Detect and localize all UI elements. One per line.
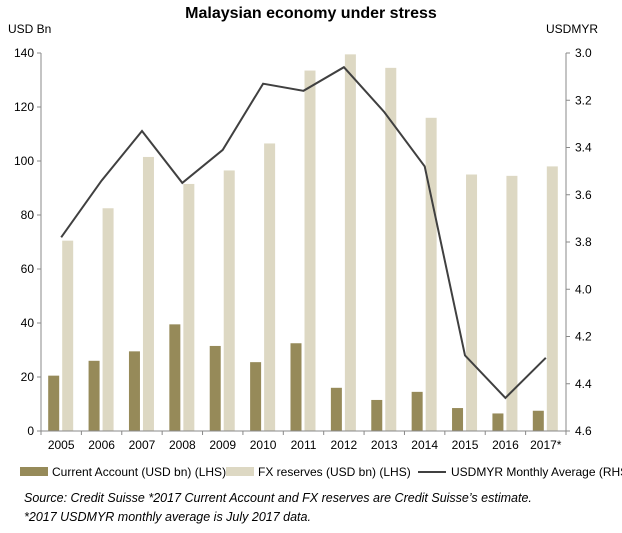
current-account-bar-2009 <box>209 345 221 431</box>
right-tick-label: 3.2 <box>575 93 592 107</box>
current-account-bar-2008 <box>169 324 181 431</box>
current-account-bar-2016 <box>492 413 504 431</box>
legend-label-usdmyr: USDMYR Monthly Average (RHS) <box>451 465 622 479</box>
legend-swatch-fx-reserves <box>226 467 254 476</box>
left-tick-label: 140 <box>14 46 34 60</box>
fx-reserves-bar-2013 <box>385 67 397 431</box>
left-tick-label: 0 <box>27 424 34 438</box>
current-account-bar-2017* <box>532 410 544 431</box>
right-tick-label: 3.8 <box>575 235 592 249</box>
right-tick-label: 4.2 <box>575 330 592 344</box>
left-tick-label: 100 <box>14 154 34 168</box>
current-account-bar-2013 <box>371 399 383 431</box>
right-tick-label: 3.0 <box>575 46 592 60</box>
left-tick-label: 40 <box>21 316 35 330</box>
source-note: Source: Credit Suisse *2017 Current Acco… <box>24 489 532 527</box>
current-account-bar-2011 <box>290 343 302 431</box>
left-tick-label: 20 <box>21 370 35 384</box>
current-account-bar-2014 <box>411 391 423 431</box>
x-tick-label: 2015 <box>452 438 479 452</box>
left-tick-label: 80 <box>21 208 35 222</box>
left-tick-label: 120 <box>14 100 34 114</box>
x-tick-label: 2017* <box>530 438 562 452</box>
x-tick-label: 2016 <box>492 438 519 452</box>
current-account-bar-2006 <box>88 360 100 431</box>
fx-reserves-bar-2007 <box>142 156 154 431</box>
fx-reserves-bar-2015 <box>466 174 478 431</box>
fx-reserves-bar-2009 <box>223 170 235 431</box>
chart-title: Malaysian economy under stress <box>185 5 437 22</box>
usdmyr-line <box>60 65 547 400</box>
fx-reserves-bar-2014 <box>425 117 437 432</box>
current-account-bar-2010 <box>250 362 262 431</box>
fx-reserves-bar-2008 <box>183 183 195 431</box>
fx-reserves-bar-2017* <box>546 166 558 431</box>
x-tick-label: 2013 <box>371 438 398 452</box>
right-tick-label: 4.0 <box>575 282 592 296</box>
right-tick-label: 3.6 <box>575 188 592 202</box>
current-account-bar-2007 <box>128 351 140 431</box>
source-line-1: Source: Credit Suisse *2017 Current Acco… <box>24 491 532 505</box>
right-axis-title: USDMYR <box>546 22 598 36</box>
fx-reserves-bar-2012 <box>344 54 356 431</box>
fx-reserves-bar-2006 <box>102 208 114 431</box>
x-tick-label: 2007 <box>129 438 156 452</box>
fx-reserves-bar-2010 <box>264 143 276 431</box>
fx-reserves-bar-2005 <box>62 240 74 431</box>
x-tick-label: 2012 <box>331 438 358 452</box>
legend-label-fx-reserves: FX reserves (USD bn) (LHS) <box>258 465 411 479</box>
current-account-bar-2015 <box>452 408 464 431</box>
legend-swatch-current-account <box>20 467 48 476</box>
right-tick-label: 4.6 <box>575 424 592 438</box>
right-tick-label: 3.4 <box>575 141 592 155</box>
left-axis-title: USD Bn <box>8 22 51 36</box>
x-tick-label: 2006 <box>88 438 115 452</box>
x-tick-label: 2010 <box>250 438 277 452</box>
source-line-2: *2017 USDMYR monthly average is July 201… <box>24 510 311 524</box>
x-tick-label: 2009 <box>209 438 236 452</box>
left-tick-label: 60 <box>21 262 35 276</box>
fx-reserves-bar-2011 <box>304 70 316 432</box>
x-tick-label: 2011 <box>291 438 317 452</box>
legend-label-current-account: Current Account (USD bn) (LHS) <box>52 465 226 479</box>
current-account-bar-2005 <box>48 375 60 431</box>
x-tick-label: 2005 <box>48 438 75 452</box>
current-account-bar-2012 <box>330 387 342 431</box>
right-tick-label: 4.4 <box>575 377 592 391</box>
x-tick-label: 2014 <box>411 438 438 452</box>
x-tick-label: 2008 <box>169 438 196 452</box>
fx-reserves-bar-2016 <box>506 175 518 431</box>
